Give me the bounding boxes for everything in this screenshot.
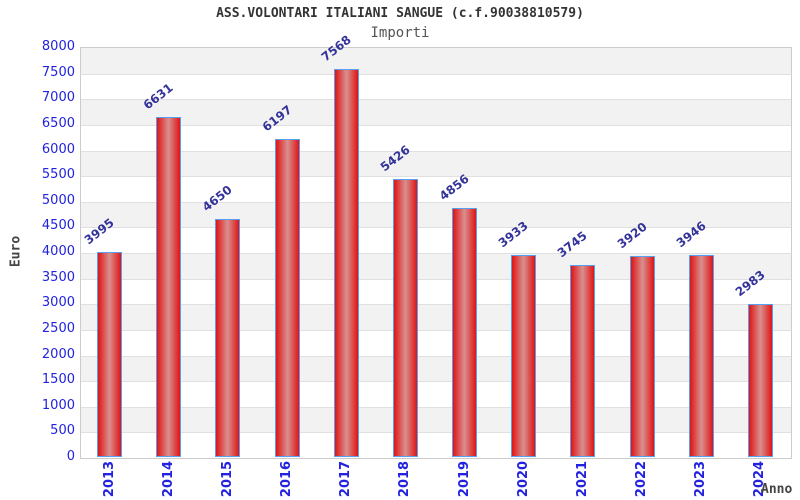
bar [511,255,537,457]
gridline [81,304,791,306]
y-tick-label: 2500 [41,320,75,336]
x-axis-title: Anno [761,482,793,497]
y-tick-label: 7000 [41,90,75,106]
y-tick-label: 1500 [41,372,75,388]
bar [333,69,359,457]
x-tick-label: 2014 [160,460,176,498]
bar [274,139,300,457]
x-tick-label: 2022 [634,460,650,498]
plot-band [81,99,791,125]
y-tick-label: 3000 [41,295,75,311]
x-tick-label: 2023 [693,460,709,498]
x-tick-label: 2018 [397,460,413,498]
bar [156,117,182,457]
gridline [81,201,791,203]
gridline [81,150,791,152]
y-tick-label: 4000 [41,244,75,259]
gridline [81,227,791,229]
plot-band [81,73,791,100]
plot-band [81,150,791,177]
gridline [81,278,791,280]
gridline [81,176,791,178]
gridline [81,355,791,357]
y-tick-label: 1000 [41,397,75,413]
bar [97,252,123,457]
y-tick-label: 7500 [41,64,75,80]
plot-band [81,329,791,356]
x-tick-label: 2016 [279,460,295,498]
plot-band [81,176,791,202]
x-tick-label: 2015 [219,460,235,498]
plot-band [81,48,791,74]
bar [392,178,418,457]
gridline [81,73,791,75]
bar [570,265,596,457]
bar [215,218,241,457]
y-tick-label: 5500 [41,167,75,183]
plot-band [81,304,791,330]
y-tick-label: 0 [66,449,75,464]
plot-area [80,47,792,459]
plot-band [81,406,791,433]
plot-band [81,355,791,382]
plot-band [81,432,791,458]
gridline [81,124,791,126]
gridline [81,406,791,408]
chart-title: ASS.VOLONTARI ITALIANI SANGUE (c.f.90038… [216,6,584,21]
y-tick-label: 3500 [41,269,75,285]
gridline [81,432,791,434]
plot-band [81,278,791,305]
plot-band [81,201,791,228]
y-tick-label: 4500 [41,218,75,234]
bar [629,256,655,457]
bar [747,304,773,457]
x-tick-label: 2017 [338,460,354,498]
y-tick-label: 500 [50,423,75,439]
x-tick-label: 2019 [456,460,472,498]
y-tick-label: 6000 [41,141,75,157]
bar [688,254,714,457]
y-tick-label: 8000 [41,39,75,54]
gridline [81,381,791,383]
y-tick-label: 5000 [41,192,75,208]
gridline [81,253,791,254]
plot-band [81,253,791,279]
bar [452,208,478,457]
x-tick-label: 2020 [515,460,531,498]
y-tick-label: 6500 [41,115,75,131]
plot-band [81,124,791,151]
gridline [81,329,791,331]
x-tick-label: 2013 [101,460,117,498]
plot-band [81,227,791,253]
gridline [81,99,791,101]
y-tick-label: 2000 [41,346,75,362]
plot-band [81,381,791,407]
chart-subtitle: Importi [370,25,430,41]
x-tick-label: 2021 [574,460,590,498]
y-axis-title: Euro [8,235,24,268]
